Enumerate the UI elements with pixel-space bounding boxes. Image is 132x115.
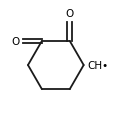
Text: O: O: [66, 9, 74, 19]
Text: O: O: [11, 37, 19, 46]
Text: CH•: CH•: [87, 60, 108, 70]
